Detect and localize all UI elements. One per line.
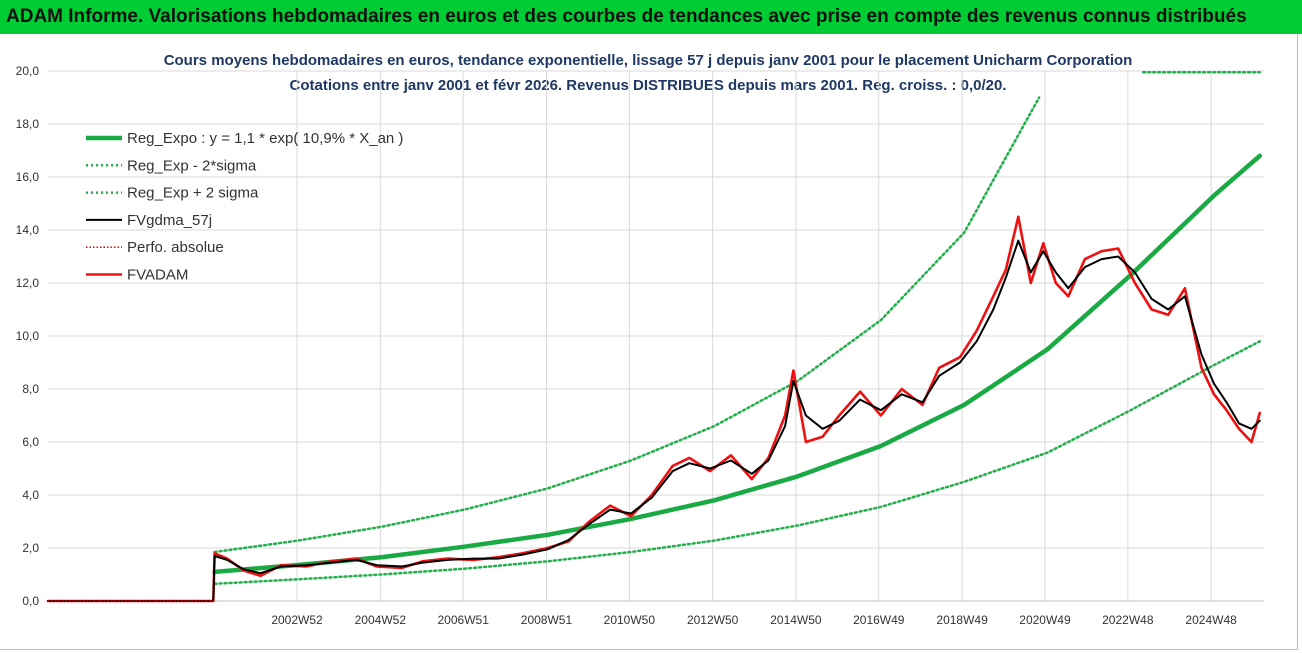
series-line-reg_expo <box>212 153 1263 575</box>
x-tick-label: 2020W49 <box>1019 613 1071 627</box>
y-tick-label: 14,0 <box>16 223 40 237</box>
series-line-plus2sigma <box>213 96 1041 554</box>
x-tick-label: 2022W48 <box>1102 613 1154 627</box>
y-tick-label: 2,0 <box>22 541 39 555</box>
y-tick-label: 12,0 <box>16 276 40 290</box>
chart-subtitle: Cotations entre janv 2001 et févr 2026. … <box>289 77 1007 94</box>
grid-layer <box>48 70 1264 602</box>
legend-label-perfo: Perfo. absolue <box>127 239 224 256</box>
y-tick-label: 4,0 <box>22 488 39 502</box>
x-tick-label: 2012W50 <box>687 613 739 627</box>
legend-label-fvgdma: FVgdma_57j <box>127 212 212 229</box>
report-header: ADAM Informe. Valorisations hebdomadaire… <box>0 0 1302 34</box>
y-tick-label: 20,0 <box>16 64 40 78</box>
frame-right-border <box>1297 34 1298 650</box>
x-tick-label: 2010W50 <box>604 613 656 627</box>
chart-title: Cours moyens hebdomadaires en euros, ten… <box>163 52 1133 69</box>
x-tick-label: 2008W51 <box>521 613 573 627</box>
x-tick-label: 2014W50 <box>770 613 822 627</box>
x-axis: 2002W52 2004W52 2006W51 2008W51 2010W50 2012W… <box>271 613 1237 627</box>
y-tick-label: 6,0 <box>22 435 39 449</box>
frame-bottom-border <box>0 649 1298 650</box>
series-layer <box>46 71 1263 603</box>
x-tick-label: 2024W48 <box>1185 613 1237 627</box>
series-line-fvadam <box>46 215 1262 603</box>
legend-label-minus2sigma: Reg_Exp - 2*sigma <box>127 157 257 174</box>
y-tick-label: 8,0 <box>22 382 39 396</box>
x-tick-label: 2018W49 <box>936 613 988 627</box>
legend-label-reg_expo: Reg_Expo : y = 1,1 * exp( 10,9% * X_an ) <box>127 130 403 147</box>
series-line-fvgdma <box>47 239 1261 602</box>
y-tick-label: 0,0 <box>22 594 39 608</box>
x-tick-label: 2004W52 <box>355 613 407 627</box>
y-tick-label: 16,0 <box>16 170 40 184</box>
x-tick-label: 2002W52 <box>271 613 323 627</box>
legend: Reg_Expo : y = 1,1 * exp( 10,9% * X_an )… <box>86 130 403 284</box>
legend-label-fvadam: FVADAM <box>127 267 188 284</box>
y-tick-label: 18,0 <box>16 117 40 131</box>
legend-label-plus2sigma: Reg_Exp + 2 sigma <box>127 185 259 202</box>
y-axis: 0,0 2,0 4,0 6,0 8,0 10,0 12,0 14,0 16,0 18,0 20,0 <box>16 64 40 608</box>
x-tick-label: 2006W51 <box>438 613 490 627</box>
x-tick-label: 2016W49 <box>853 613 905 627</box>
y-tick-label: 10,0 <box>16 329 40 343</box>
series-line-minus2sigma <box>213 340 1262 586</box>
